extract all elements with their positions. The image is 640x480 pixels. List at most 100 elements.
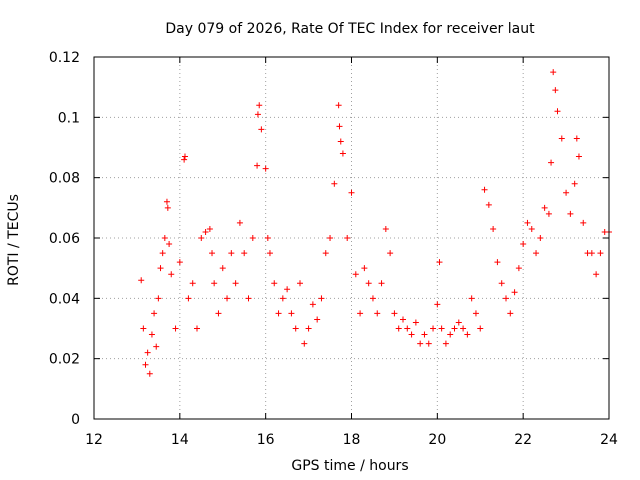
data-point (262, 165, 269, 172)
data-point (159, 250, 166, 257)
data-point (554, 108, 561, 115)
data-point (245, 295, 252, 302)
data-point (434, 301, 441, 308)
data-point (365, 280, 372, 287)
data-point (507, 310, 514, 317)
y-tick-label: 0.06 (49, 231, 80, 247)
x-tick-labels: 12 14 16 18 20 22 24 (85, 432, 618, 448)
data-point (558, 135, 565, 142)
data-point (339, 150, 346, 157)
x-axis-label: GPS time / hours (291, 458, 408, 474)
data-point (533, 250, 540, 257)
data-point (148, 331, 155, 338)
data-point (391, 310, 398, 317)
y-tick-label: 0.08 (49, 171, 80, 187)
data-point (337, 138, 344, 145)
data-point (447, 331, 454, 338)
data-point (573, 135, 580, 142)
data-point (284, 286, 291, 293)
data-point (552, 87, 559, 94)
data-point (571, 180, 578, 187)
data-point (164, 204, 171, 211)
data-point (254, 162, 261, 169)
y-tick-labels: 0 0.02 0.04 0.06 0.08 0.1 0.12 (49, 50, 80, 428)
data-point (503, 295, 509, 302)
data-point (194, 325, 200, 332)
data-point (490, 225, 497, 232)
data-point (344, 235, 351, 241)
y-tick-label: 0 (71, 412, 80, 428)
data-point (309, 301, 316, 308)
x-tick-label: 22 (514, 432, 532, 448)
data-point (421, 331, 428, 338)
x-tick-label: 18 (343, 432, 361, 448)
data-point (236, 219, 243, 226)
data-point (451, 325, 458, 332)
data-point (155, 295, 162, 302)
data-point (215, 310, 222, 317)
data-point (168, 271, 175, 278)
data-point (580, 219, 587, 226)
data-point (436, 259, 443, 266)
y-tick-label: 0.1 (58, 110, 80, 126)
x-tick-label: 12 (85, 432, 103, 448)
data-point (357, 310, 364, 317)
data-point (288, 310, 295, 317)
data-point (144, 349, 151, 356)
data-point (468, 295, 475, 302)
data-point (498, 280, 505, 287)
data-point (266, 250, 273, 257)
data-point (369, 295, 376, 302)
data-point (314, 316, 321, 323)
x-tick-label: 20 (428, 432, 446, 448)
data-point (176, 259, 183, 266)
data-point (528, 225, 535, 232)
data-point (550, 69, 557, 76)
x-tick-label: 14 (171, 432, 189, 448)
y-tick-label: 0.12 (49, 50, 80, 66)
y-axis-label: ROTI / TECUs (6, 194, 22, 286)
data-point (408, 331, 415, 338)
data-point (258, 126, 265, 133)
data-point (511, 289, 518, 296)
data-point (292, 325, 299, 332)
data-point (348, 189, 355, 196)
data-point (430, 325, 437, 332)
data-point (305, 325, 312, 332)
data-point (378, 280, 385, 287)
data-point (537, 235, 544, 241)
data-point (455, 319, 462, 326)
y-tick-label: 0.04 (49, 291, 80, 307)
x-tick-label: 24 (600, 432, 618, 448)
data-point (181, 156, 188, 163)
data-point (438, 325, 445, 332)
data-point (211, 280, 218, 287)
data-point (515, 265, 522, 272)
data-point (477, 325, 484, 332)
data-point (352, 271, 359, 278)
data-point (395, 325, 402, 332)
data-point (494, 259, 501, 266)
data-point (249, 235, 256, 241)
data-point (142, 361, 149, 368)
data-point (254, 111, 261, 118)
data-point (336, 123, 343, 130)
data-point (387, 250, 394, 257)
data-point (412, 319, 419, 326)
data-point (198, 235, 205, 241)
data-point (472, 310, 479, 317)
data-point (460, 325, 467, 332)
y-tick-label: 0.02 (49, 352, 80, 368)
data-point (189, 280, 196, 287)
data-point (241, 250, 248, 257)
data-point (361, 265, 368, 272)
data-point (232, 280, 239, 287)
data-point (172, 325, 179, 332)
data-point (138, 277, 145, 284)
data-point (181, 153, 188, 160)
data-point (202, 228, 209, 235)
data-point (331, 180, 338, 187)
data-point (545, 210, 552, 217)
data-point (464, 331, 471, 338)
